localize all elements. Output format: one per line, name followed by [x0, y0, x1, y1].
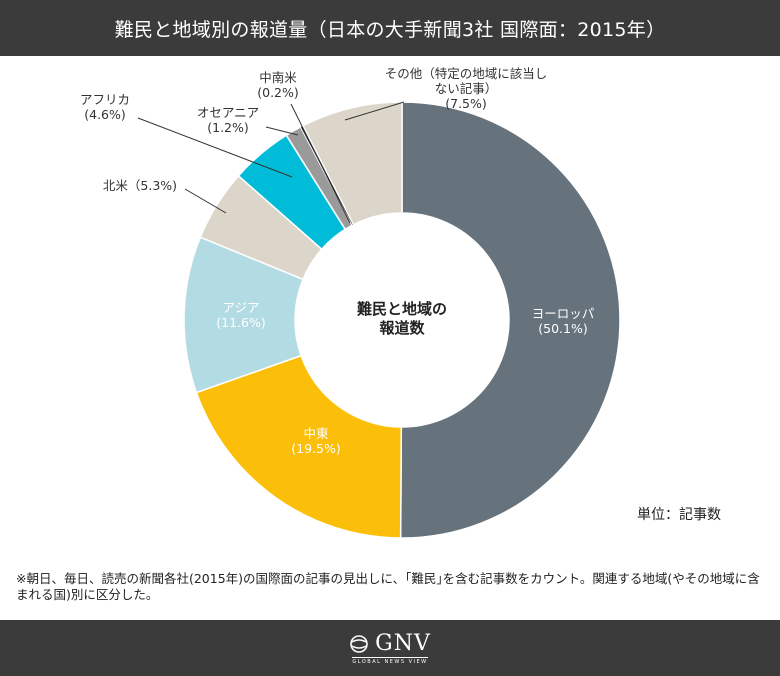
slice-label-line: オセアニア [197, 105, 259, 120]
globe-icon [350, 634, 368, 653]
gnv-logo: GNV GLOBAL NEWS VIEW [349, 631, 431, 665]
slice-label-line: ない記事） [435, 81, 498, 96]
slice-1 [195, 354, 403, 539]
slice-label-line: ヨーロッパ [532, 306, 595, 321]
slice-label-line: (4.6%) [84, 107, 126, 122]
unit-note: 単位：記事数 [637, 507, 721, 523]
slice-label-line: (50.1%) [538, 321, 587, 336]
logo-subtext: GLOBAL NEWS VIEW [352, 657, 428, 665]
page-footer: GNV GLOBAL NEWS VIEW [0, 620, 780, 676]
slice-label-7: その他（特定の地域に該当しない記事）(7.5%) [385, 66, 548, 111]
slice-label-line: (19.5%) [291, 441, 340, 456]
slice-label-line: 中東 [303, 426, 329, 441]
slice-label-line: アフリカ [80, 92, 130, 107]
chart-area: ヨーロッパ(50.1%) 中東(19.5%) アジア(11.6%) 北米（5.3%) ア… [0, 56, 780, 556]
donut-chart: ヨーロッパ(50.1%) 中東(19.5%) アジア(11.6%) 北米（5.3%) ア… [80, 66, 621, 539]
slice-label-2: アジア(11.6%) [216, 300, 265, 330]
slice-label-line: (11.6%) [216, 315, 265, 330]
slice-label-line: 北米（5.3%) [103, 178, 177, 193]
slice-0 [399, 101, 621, 539]
slice-label-6: 中南米(0.2%) [257, 70, 299, 100]
leader-line-6 [290, 103, 351, 224]
leader-line-5 [265, 126, 299, 136]
center-label-line: 難民と地域の [357, 300, 447, 318]
slice-7 [302, 101, 403, 226]
slice-label-line: その他（特定の地域に該当し [385, 66, 548, 81]
slice-label-line: (1.2%) [207, 120, 249, 135]
slice-label-0: ヨーロッパ(50.1%) [532, 306, 595, 336]
logo-text: GNV [375, 631, 431, 656]
slice-label-3: 北米（5.3%) [103, 178, 177, 193]
page-header: 難民と地域別の報道量（日本の大手新聞3社 国際面：2015年） [0, 0, 780, 56]
center-label-line: 報道数 [379, 319, 425, 337]
leader-line-4 [137, 117, 293, 178]
leader-line-3 [184, 188, 227, 214]
center-label: 難民と地域の報道数 [357, 300, 447, 337]
slice-label-5: オセアニア(1.2%) [197, 105, 259, 135]
slice-label-line: 中南米 [259, 70, 297, 85]
slice-label-line: アジア [222, 300, 259, 315]
leader-line-7 [344, 101, 405, 121]
slice-label-4: アフリカ(4.6%) [80, 92, 130, 122]
slice-label-line: (7.5%) [445, 96, 487, 111]
slice-label-line: (0.2%) [257, 85, 299, 100]
footnote: ※朝日、毎日、読売の新聞各社(2015年)の国際面の記事の見出しに、｢難民｣を含… [16, 571, 760, 602]
slice-label-1: 中東(19.5%) [291, 426, 340, 456]
page-title: 難民と地域別の報道量（日本の大手新聞3社 国際面：2015年） [114, 18, 666, 41]
